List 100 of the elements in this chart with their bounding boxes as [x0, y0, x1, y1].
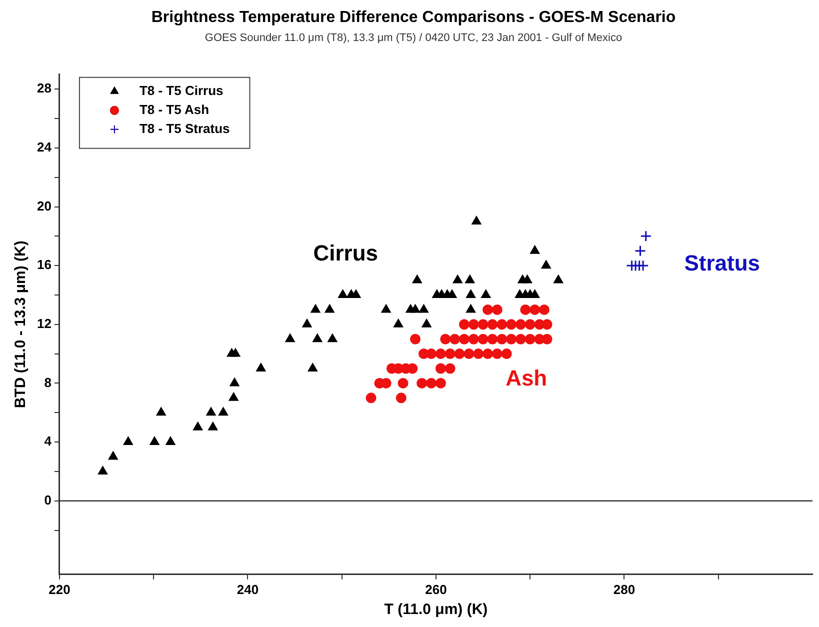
chart-title: Brightness Temperature Difference Comparisons - GOES-M Scenario [151, 9, 676, 26]
point [450, 334, 460, 344]
point [496, 319, 508, 330]
point [542, 319, 552, 330]
point [454, 348, 465, 360]
point [156, 407, 166, 416]
legend-label: T8 - T5 Cirrus [139, 82, 224, 98]
point [416, 378, 428, 388]
point [640, 230, 652, 242]
point [166, 436, 176, 446]
y-tick-label: 0 [44, 492, 52, 508]
y-tick-label: 20 [36, 198, 52, 214]
point [444, 348, 456, 360]
point [310, 304, 320, 313]
point [328, 334, 338, 342]
point [230, 348, 240, 357]
x-tick-label: 240 [236, 582, 259, 597]
point [530, 246, 540, 254]
point [396, 392, 406, 404]
legend-label: T8 - T5 Stratus [139, 120, 230, 136]
point [208, 422, 218, 430]
point [501, 348, 512, 360]
point [426, 378, 437, 388]
x-tick-label: 280 [613, 582, 636, 597]
point [482, 304, 493, 315]
point [412, 275, 422, 284]
point [410, 334, 421, 344]
point [285, 334, 295, 342]
point [515, 334, 526, 344]
point [422, 319, 432, 328]
point [124, 436, 133, 446]
y-tick-label: 24 [36, 140, 52, 155]
point [506, 319, 517, 330]
point [256, 363, 266, 372]
chart-subtitle: GOES Sounder 11.0 μm (T8), 13.3 μm (T5) / 0420 UTC, 23 Jan 2001 - Gulf of Mexico [204, 32, 622, 44]
point [465, 275, 475, 284]
point [487, 334, 498, 344]
point [410, 304, 420, 313]
point [520, 304, 531, 315]
point [440, 334, 451, 344]
point [468, 319, 479, 330]
point [324, 304, 334, 313]
annotation: Cirrus [313, 240, 378, 266]
point [230, 378, 240, 386]
point [193, 422, 202, 430]
point [98, 466, 108, 474]
point [524, 319, 536, 330]
x-tick-label: 260 [425, 582, 447, 597]
point [487, 319, 498, 330]
x-axis-title: T (11.0 μm) (K) [384, 601, 488, 618]
y-tick-label: 28 [36, 80, 52, 96]
point [150, 436, 160, 446]
point [458, 334, 470, 344]
annotation: Ash [506, 365, 548, 390]
point [472, 216, 482, 224]
point [530, 304, 540, 315]
point [522, 275, 532, 284]
y-tick-label: 12 [36, 316, 52, 331]
y-tick-label: 4 [44, 434, 52, 449]
point [366, 392, 376, 404]
x-tick-label: 220 [48, 582, 70, 597]
point [426, 348, 437, 360]
point [108, 452, 118, 460]
point [206, 407, 216, 416]
point [464, 348, 474, 360]
point [394, 319, 403, 328]
y-tick-label: 16 [36, 257, 52, 272]
point [466, 290, 476, 298]
point [481, 290, 491, 298]
point [398, 378, 408, 388]
point [524, 334, 536, 344]
point [435, 363, 446, 374]
point [478, 319, 488, 330]
point [637, 260, 649, 272]
point [452, 275, 462, 284]
point [435, 348, 446, 360]
point [466, 304, 476, 313]
legend-label: T8 - T5 Ash [139, 102, 210, 117]
point [468, 334, 479, 344]
point [492, 304, 502, 315]
point [473, 348, 484, 360]
point [634, 245, 646, 257]
point [302, 319, 312, 328]
point [492, 348, 502, 360]
point [218, 407, 228, 416]
point [312, 334, 322, 342]
point [228, 392, 238, 401]
point [435, 378, 446, 388]
point [458, 319, 470, 330]
point [419, 304, 428, 313]
point [338, 290, 348, 298]
annotation: Stratus [684, 250, 760, 276]
point [541, 260, 551, 269]
point [478, 334, 488, 344]
point [381, 304, 391, 313]
point [542, 334, 552, 344]
y-tick-label: 8 [44, 374, 52, 390]
y-axis-title: BTD (11.0 - 13.3 μm) (K) [12, 240, 30, 408]
point [554, 275, 563, 284]
point [515, 319, 526, 330]
